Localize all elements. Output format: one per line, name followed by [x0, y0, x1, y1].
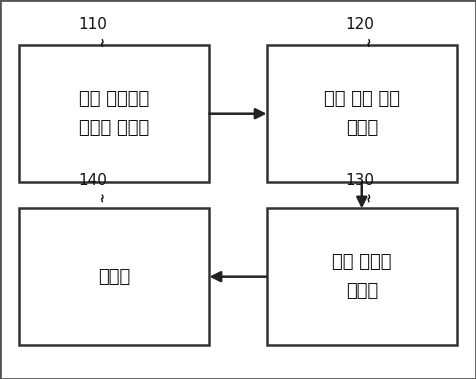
- Bar: [267, 208, 457, 345]
- Text: 130: 130: [345, 172, 374, 188]
- Text: 생성부: 생성부: [346, 282, 378, 300]
- Bar: [19, 208, 209, 345]
- Bar: [19, 45, 209, 182]
- Text: 주제 분류 트리: 주제 분류 트리: [324, 91, 400, 108]
- Text: 데이터 수집부: 데이터 수집부: [79, 119, 149, 137]
- Text: 110: 110: [79, 17, 107, 32]
- Text: 공개 디렉토리: 공개 디렉토리: [79, 91, 149, 108]
- Text: 140: 140: [79, 172, 107, 188]
- Text: 생성부: 생성부: [346, 119, 378, 137]
- Bar: [267, 45, 457, 182]
- Text: 120: 120: [345, 17, 374, 32]
- Text: 분류부: 분류부: [98, 268, 130, 286]
- Text: 학습 데이터: 학습 데이터: [332, 254, 391, 271]
